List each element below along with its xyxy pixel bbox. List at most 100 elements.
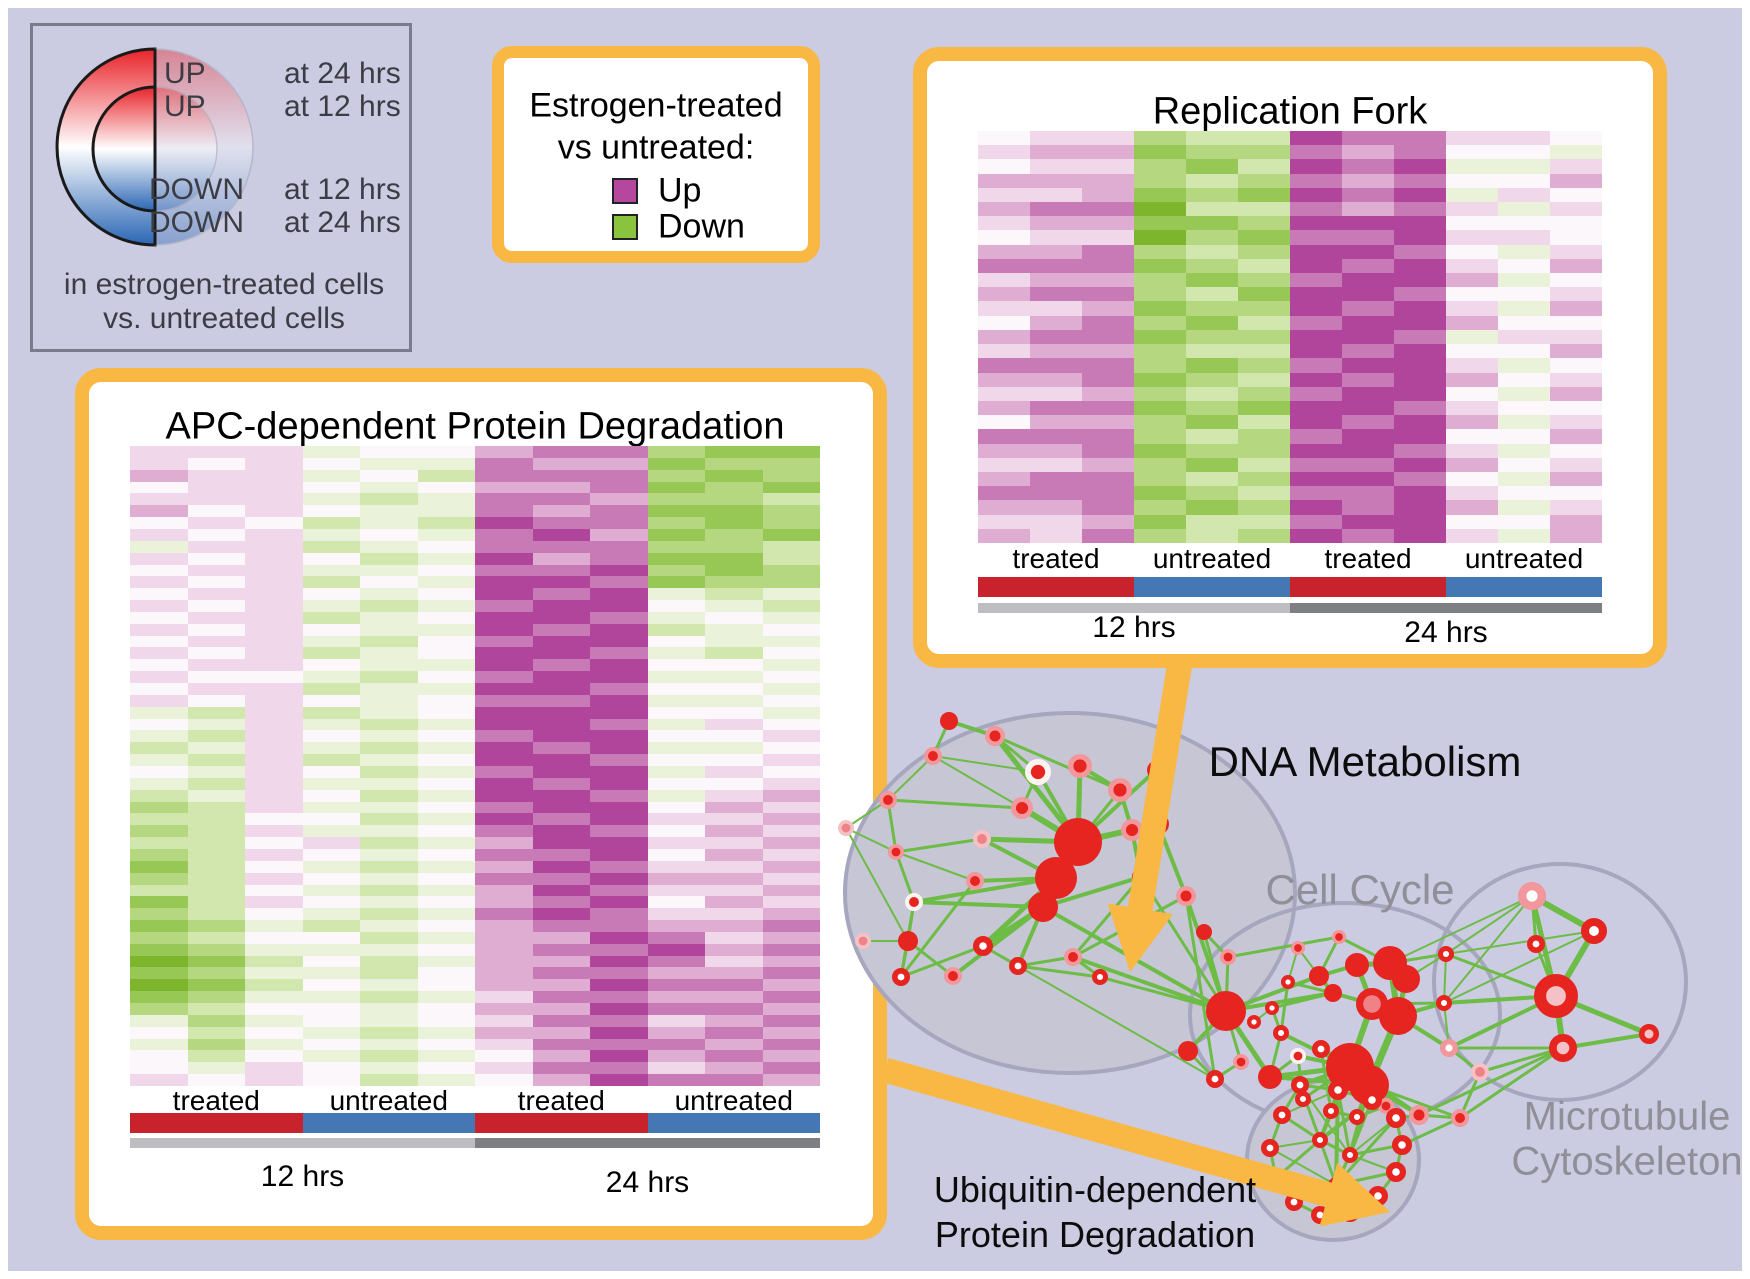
heatmap-cell	[762, 848, 820, 861]
heatmap-cell	[417, 1038, 475, 1051]
heatmap-cell	[360, 896, 418, 909]
heatmap-cell	[1446, 173, 1498, 188]
heatmap-cell	[417, 457, 475, 470]
heatmap-cell	[475, 742, 533, 755]
heatmap-cell	[187, 1062, 245, 1075]
heatmap-cell	[360, 694, 418, 707]
heatmap-cell	[1030, 358, 1082, 373]
heatmap-cell	[475, 955, 533, 968]
heatmap-cell	[647, 1074, 705, 1086]
heatmap-cell	[417, 446, 475, 458]
heatmap-cell	[1550, 500, 1602, 515]
network-node-rw	[1327, 1079, 1348, 1100]
heatmap-cell	[475, 1026, 533, 1039]
heatmap-cell	[590, 659, 648, 672]
heatmap-cell	[187, 991, 245, 1004]
heatmap-cell	[1394, 486, 1446, 501]
heatmap-cell	[532, 837, 590, 849]
heatmap-cell	[978, 187, 1030, 203]
heatmap-cell	[762, 576, 820, 589]
heatmap-cell	[360, 1003, 418, 1015]
heatmap-cell	[705, 647, 763, 660]
heatmap-cell	[245, 457, 303, 470]
heatmap-cell	[187, 1003, 245, 1015]
heatmap-cell	[532, 967, 590, 980]
heatmap-cell	[705, 896, 763, 909]
heatmap-cell	[130, 517, 188, 529]
network-node-rw	[1341, 1146, 1358, 1163]
heatmap-cell	[1290, 415, 1342, 430]
heatmap-cell	[417, 671, 475, 684]
heatmap-cell	[245, 765, 303, 778]
heatmap-cell	[1082, 486, 1134, 501]
heatmap-cell	[360, 528, 418, 541]
heatmap-cell	[302, 920, 360, 932]
condition-bar-untreated	[1446, 577, 1602, 597]
heatmap-cell	[762, 1074, 820, 1086]
heatmap-cell	[1238, 202, 1290, 217]
heatmap-cell	[532, 979, 590, 992]
heatmap-cell	[1082, 528, 1134, 543]
heatmap-cell	[360, 1062, 418, 1075]
network-edge	[1279, 980, 1290, 1035]
network-edge	[887, 755, 934, 801]
network-node-pr	[1290, 941, 1305, 956]
heatmap-cell	[1342, 315, 1394, 330]
heatmap-cell	[647, 1003, 705, 1015]
heatmap-cell	[978, 344, 1030, 359]
heatmap-cell	[417, 528, 475, 541]
heatmap-cell	[1342, 514, 1394, 529]
heatmap-cell	[1030, 173, 1082, 188]
heatmap-cell	[1290, 216, 1342, 231]
network-edge	[1139, 875, 1228, 1013]
heatmap-cell	[590, 1050, 648, 1063]
heatmap-cell	[762, 730, 820, 743]
heatmap-cell	[1550, 386, 1602, 401]
heatmap-cell	[1082, 471, 1134, 487]
heatmap-cell	[590, 671, 648, 684]
heatmap-cell	[1498, 202, 1550, 217]
arrow-apc-to-ubiquitin-shaft	[881, 1057, 1338, 1209]
heatmap-cell	[1446, 273, 1498, 288]
heatmap-cell	[302, 659, 360, 672]
heatmap-cell	[705, 967, 763, 980]
heatmap-cell	[590, 931, 648, 944]
heatmap-cell	[1290, 315, 1342, 330]
heatmap-cell	[532, 777, 590, 790]
heatmap-cell	[245, 896, 303, 909]
heatmap-cell	[130, 837, 188, 849]
heatmap-cell	[590, 647, 648, 660]
heatmap-cell	[417, 552, 475, 565]
heatmap-cell	[245, 742, 303, 755]
heatmap-cell	[705, 517, 763, 529]
heatmap-cell	[762, 967, 820, 980]
network-edge	[912, 876, 1058, 904]
heatmap-cell	[705, 457, 763, 470]
heatmap-cell	[475, 1003, 533, 1015]
heatmap-cell	[360, 706, 418, 719]
heatmap-cell	[1394, 471, 1446, 487]
heatmap-cell	[302, 943, 360, 956]
heatmap-cell	[590, 837, 648, 849]
heatmap-cell	[762, 1050, 820, 1063]
heatmap-cell	[647, 979, 705, 992]
heatmap-cell	[245, 671, 303, 684]
inner-ring-left-half	[91, 85, 157, 213]
heatmap-cell	[130, 635, 188, 648]
ring-legend-up-24: UP	[164, 57, 206, 90]
heatmap-cell	[647, 872, 705, 885]
heatmap-cell	[1498, 301, 1550, 316]
heatmap-cell	[1082, 273, 1134, 288]
heatmap-cell	[1550, 287, 1602, 302]
heatmap-cell	[532, 718, 590, 731]
network-node-rw	[1391, 1134, 1412, 1155]
heatmap-cell	[360, 540, 418, 553]
heatmap-cell	[705, 908, 763, 921]
updown-legend-title-1: Estrogen-treated	[529, 86, 783, 125]
heatmap-cell	[130, 706, 188, 719]
heatmap-cell	[647, 1050, 705, 1063]
heatmap-cell	[360, 446, 418, 458]
heatmap-cell	[187, 860, 245, 873]
heatmap-cell	[1134, 244, 1186, 259]
